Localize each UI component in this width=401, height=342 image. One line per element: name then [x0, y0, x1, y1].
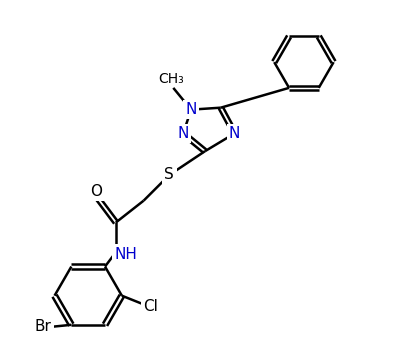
- Text: N: N: [185, 102, 196, 117]
- Text: O: O: [90, 184, 102, 199]
- Text: Br: Br: [34, 319, 51, 334]
- Text: S: S: [164, 168, 174, 183]
- Text: NH: NH: [114, 247, 137, 262]
- Text: CH₃: CH₃: [158, 72, 184, 86]
- Text: Cl: Cl: [142, 299, 157, 314]
- Text: N: N: [177, 126, 188, 141]
- Text: N: N: [229, 126, 240, 141]
